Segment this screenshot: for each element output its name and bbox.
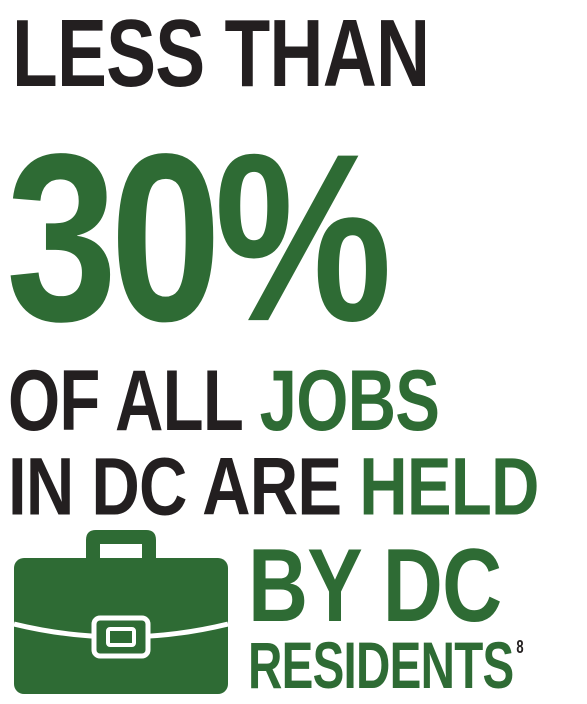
big-stat-percentage: 30% <box>6 103 392 371</box>
briefcase-icon <box>14 530 228 694</box>
headline-by-dc: BY DC <box>248 528 502 644</box>
headline-less-than: LESS THAN <box>12 0 430 107</box>
headline-residents: RESIDENTS <box>248 628 514 702</box>
headline-residents-line: RESIDENTS 8 <box>248 632 524 698</box>
headline-of-all-jobs: OF ALL JOBS <box>8 358 466 444</box>
headline-held: HELD <box>359 441 539 533</box>
headline-in-dc-are: IN DC ARE <box>8 441 342 533</box>
headline-jobs: JOBS <box>259 353 440 449</box>
headline-of-all: OF ALL <box>8 353 243 449</box>
headline-in-dc-are-held: IN DC ARE HELD <box>8 446 539 528</box>
footnote-marker: 8 <box>516 637 524 657</box>
